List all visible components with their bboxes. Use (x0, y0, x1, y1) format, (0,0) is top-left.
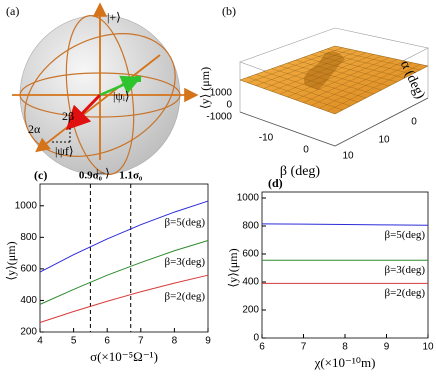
y-tick-label: 400 (20, 295, 37, 306)
x-tick-label: 8 (172, 336, 178, 347)
x-tick-label: 8 (342, 342, 348, 353)
state-label: |ψf⟩ (55, 144, 74, 158)
y-tick-label: 1000 (15, 200, 38, 211)
series-line (39, 240, 209, 305)
x-tick-label: 10 (342, 151, 354, 162)
series-label: β=3(deg) (164, 256, 205, 268)
series-label: β=5(deg) (384, 229, 425, 241)
z-tick-label: 1000 (210, 88, 233, 99)
x-axis-label: σ(×10⁻⁵Ω⁻¹) (90, 349, 158, 364)
state-label: |+⟩ (107, 10, 121, 24)
x-tick-label: 6 (104, 336, 110, 347)
plot-frame (39, 183, 209, 333)
reference-label: 1.1σ₀ (119, 170, 143, 182)
series-line (39, 274, 209, 324)
y-axis-label: ⟨y⟩(μm) (226, 248, 240, 287)
angle-label: 2α (28, 122, 41, 136)
y-tick-label: 800 (20, 232, 37, 243)
x-axis-label: χ(×10⁻¹⁰m) (314, 355, 376, 370)
y-tick-label: 0 (411, 117, 417, 128)
x-tick-label: 9 (205, 336, 211, 347)
series-label: β=3(deg) (384, 264, 425, 276)
x-tick-label: 9 (384, 342, 390, 353)
x-tick-label: -10 (259, 133, 274, 144)
surface-plot (239, 27, 429, 147)
x-tick-label: 7 (138, 336, 144, 347)
surface-grid (327, 48, 421, 71)
y-tick-label: 400 (242, 277, 259, 288)
reference-label: 0.9σ₀ (79, 170, 103, 182)
z-axis-label: ⟨y⟩ (μm) (198, 67, 212, 109)
z-tick-label: -1000 (206, 112, 232, 123)
y-tick-label: 800 (242, 221, 259, 232)
series-line (39, 200, 209, 273)
surface-grid (319, 62, 413, 109)
y-tick-label: 600 (20, 264, 37, 275)
x-tick-label: 0 (303, 145, 309, 156)
x-tick-label: 7 (301, 342, 307, 353)
series-label: β=5(deg) (164, 217, 205, 229)
y-tick-label: 1000 (237, 193, 260, 204)
y-tick-label: 0 (253, 333, 259, 344)
y-axis-label: ⟨y⟩(μm) (4, 241, 18, 280)
x-tick-label: 5 (71, 336, 77, 347)
series-line (261, 223, 429, 226)
x-axis-label: β (deg) (280, 164, 320, 179)
y-tick-label: 10 (378, 135, 390, 146)
state-label: |ψᵢ⟩ (113, 89, 130, 103)
series-label: β=2(deg) (164, 291, 205, 303)
series-label: β=2(deg) (384, 287, 425, 299)
state-label: |−⟩ (96, 166, 110, 180)
x-tick-label: 4 (37, 336, 43, 347)
angle-label: 2β (62, 109, 74, 123)
y-tick-label: 200 (242, 305, 259, 316)
panel-label: (d) (268, 176, 283, 190)
z-tick-label: 0 (226, 100, 232, 111)
y-tick-label: 600 (242, 249, 259, 260)
panel-label: (c) (34, 168, 47, 182)
y-tick-label: 200 (20, 327, 37, 338)
x-tick-label: 10 (422, 342, 434, 353)
panel-label: (a) (6, 4, 19, 18)
x-tick-label: 6 (259, 342, 265, 353)
surface-grid (327, 64, 421, 112)
panel-label: (b) (222, 4, 236, 18)
bloch-sphere (12, 2, 199, 176)
